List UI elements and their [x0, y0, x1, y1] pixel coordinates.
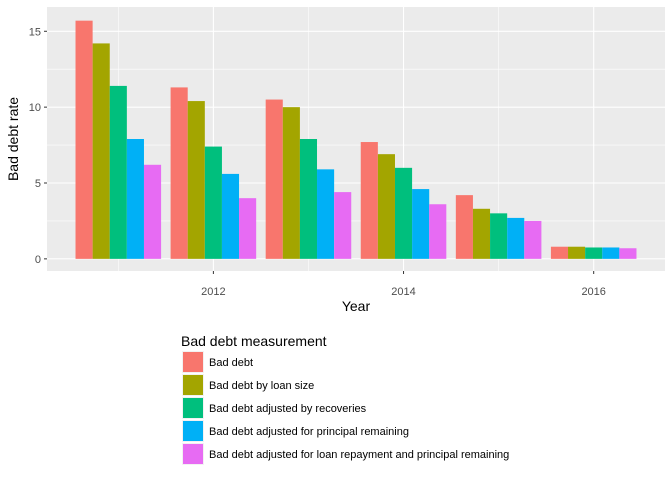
- bar: [109, 85, 127, 259]
- bar: [524, 220, 542, 259]
- legend-label: Bad debt adjusted for principal remainin…: [209, 426, 409, 438]
- y-axis: 0 5 10 15: [29, 26, 47, 266]
- bar: [455, 195, 473, 259]
- bar: [126, 139, 144, 259]
- bar: [602, 247, 620, 259]
- bar: [239, 198, 257, 259]
- y-tick-label: 10: [29, 102, 41, 114]
- bar: [299, 139, 318, 259]
- bar: [187, 101, 205, 259]
- bar: [394, 167, 413, 259]
- x-tick-label: 2012: [201, 286, 225, 298]
- bar: [568, 246, 586, 259]
- legend-swatch: [183, 398, 203, 418]
- legend: Bad debt Bad debt by loan size Bad debt ad…: [182, 351, 509, 465]
- legend-swatch: [183, 421, 203, 441]
- x-tick-label: 2016: [581, 286, 605, 298]
- y-tick-label: 5: [35, 178, 41, 190]
- legend-label: Bad debt by loan size: [209, 380, 314, 392]
- legend-swatch: [183, 352, 203, 372]
- x-axis: 2012 2014 2016: [201, 271, 606, 298]
- bar: [317, 169, 335, 259]
- legend-swatch: [183, 444, 203, 464]
- y-tick-label: 15: [29, 26, 41, 38]
- bars: [75, 20, 637, 259]
- bar: [282, 107, 300, 259]
- bar: [265, 99, 283, 259]
- legend-label: Bad debt: [209, 357, 253, 369]
- bar: [143, 164, 162, 259]
- bar: [204, 146, 222, 259]
- bar: [75, 20, 93, 259]
- bar: [377, 154, 395, 259]
- x-axis-title: Year: [342, 298, 371, 314]
- bar: [92, 43, 110, 259]
- bar: [472, 208, 491, 259]
- bar: [585, 247, 603, 259]
- bar: [619, 248, 637, 259]
- bar: [507, 217, 525, 259]
- legend-title: Bad debt measurement: [181, 333, 327, 349]
- bar: [360, 142, 378, 259]
- y-axis-title: Bad debt rate: [5, 97, 21, 181]
- bar: [334, 192, 352, 259]
- bar: [550, 246, 569, 259]
- bar: [221, 173, 240, 259]
- y-tick-label: 0: [35, 254, 41, 266]
- legend-label: Bad debt adjusted by recoveries: [209, 403, 367, 415]
- bar: [170, 87, 188, 259]
- legend-swatch: [183, 375, 203, 395]
- legend-label: Bad debt adjusted for loan repayment and…: [209, 449, 509, 461]
- bar: [490, 213, 508, 259]
- bar: [412, 189, 430, 259]
- x-tick-label: 2014: [391, 286, 415, 298]
- bar: [429, 204, 447, 259]
